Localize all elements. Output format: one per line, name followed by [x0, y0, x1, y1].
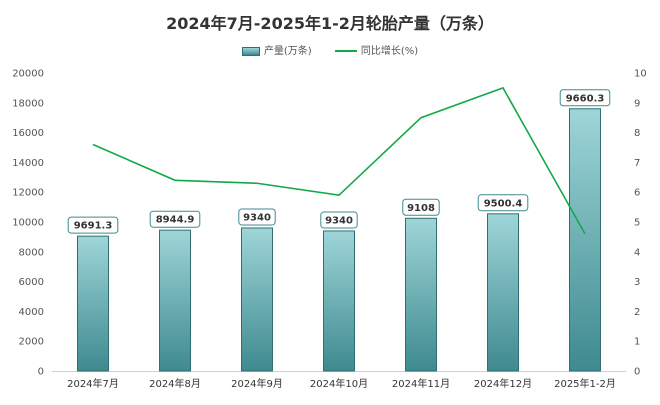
y-left-tick-label: 8000: [19, 247, 44, 258]
bar: [487, 213, 519, 372]
data-label: 9691.3: [74, 221, 113, 232]
y-left-tick-label: 14000: [12, 158, 44, 169]
legend-label-growth: 同比增长(%): [360, 46, 419, 57]
data-label: 9340: [243, 212, 271, 223]
data-label-box: [238, 208, 276, 226]
data-label-box: [477, 194, 529, 212]
y-right-tick-label: 8: [634, 128, 640, 139]
y-right-tick-label: 2: [634, 307, 640, 318]
x-tick-label: 2024年7月: [67, 377, 119, 390]
bar: [569, 108, 601, 372]
legend: 产量(万条) 同比增长(%): [0, 42, 660, 57]
y-right-tick-label: 10: [634, 69, 647, 80]
data-label-box: [67, 216, 119, 234]
bar: [323, 230, 355, 372]
legend-item-growth: 同比增长(%): [334, 42, 419, 57]
data-label-box: [320, 211, 358, 229]
growth-line: [92, 86, 586, 235]
y-left-tick-label: 20000: [12, 69, 44, 80]
data-label-box: [149, 210, 201, 228]
y-left-tick-label: 16000: [12, 128, 44, 139]
data-label-box: [559, 89, 611, 107]
y-left-tick-label: 6000: [19, 277, 44, 288]
y-right-tick-label: 4: [634, 247, 640, 258]
bar: [159, 229, 191, 372]
y-right-tick-label: 5: [634, 218, 640, 229]
y-right-tick-label: 1: [634, 337, 640, 348]
bar: [405, 217, 437, 372]
x-tick-label: 2024年9月: [231, 377, 283, 390]
y-right-tick-label: 7: [634, 158, 640, 169]
y-right-tick-label: 9: [634, 98, 640, 109]
y-left-tick-label: 0: [38, 367, 44, 378]
data-label: 9340: [325, 215, 353, 226]
y-left-tick-label: 18000: [12, 98, 44, 109]
y-left-tick-label: 12000: [12, 188, 44, 199]
y-left-tick-label: 10000: [12, 218, 44, 229]
x-tick-label: 2025年1-2月: [554, 377, 616, 390]
y-left-tick-label: 2000: [19, 337, 44, 348]
y-right-tick-label: 3: [634, 277, 640, 288]
bar: [77, 235, 109, 372]
legend-label-production: 产量(万条): [263, 46, 312, 57]
legend-item-production: 产量(万条): [241, 42, 312, 57]
x-tick-label: 2024年11月: [392, 377, 450, 390]
bar: [241, 227, 273, 372]
y-left-tick-label: 4000: [19, 307, 44, 318]
data-label-box: [402, 198, 440, 216]
data-label: 9660.3: [566, 93, 605, 104]
legend-line-swatch: [334, 50, 357, 52]
data-label: 9500.4: [484, 198, 523, 209]
chart-title: 2024年7月-2025年1-2月轮胎产量（万条）: [166, 14, 494, 33]
data-label: 8944.9: [156, 215, 195, 226]
x-tick-label: 2024年10月: [310, 377, 368, 390]
x-tick-label: 2024年12月: [474, 377, 532, 390]
y-right-tick-label: 0: [634, 367, 640, 378]
data-label: 9108: [407, 203, 435, 214]
legend-bar-swatch: [241, 46, 260, 56]
y-right-tick-label: 6: [634, 188, 640, 199]
x-tick-label: 2024年8月: [149, 377, 201, 390]
